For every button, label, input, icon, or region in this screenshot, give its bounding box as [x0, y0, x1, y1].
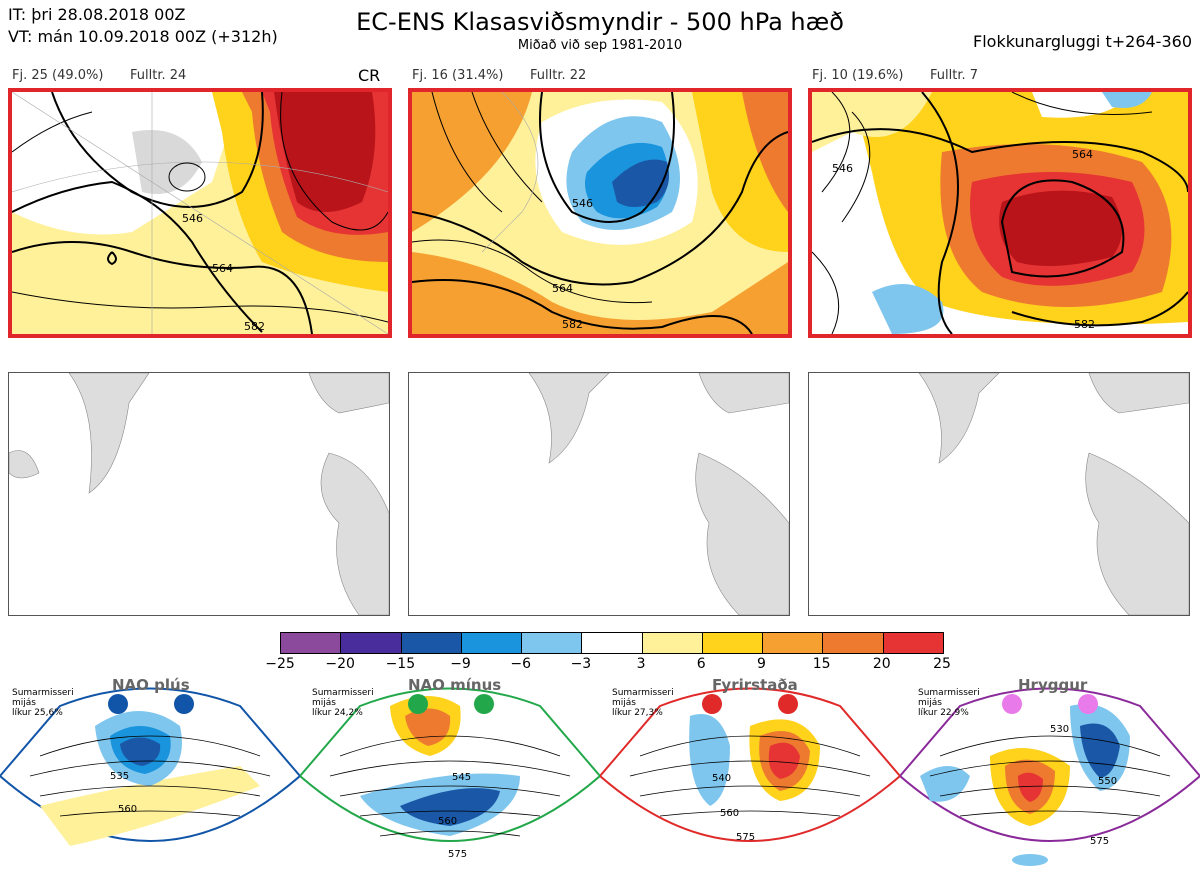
- regime-probability: líkur 24,2%: [312, 708, 363, 718]
- regime-name: Hryggur: [1018, 676, 1088, 694]
- regime-note: mijás: [12, 698, 36, 708]
- cluster-map-1[interactable]: 546 564 582: [8, 88, 392, 338]
- contour-label: 564: [552, 282, 573, 295]
- regime-info: Sumarmisseri mijás líkur 25,6%: [12, 688, 74, 718]
- contour-label: 540: [712, 773, 731, 784]
- blank-map-3: [808, 372, 1190, 616]
- contour-label: 545: [452, 772, 471, 783]
- regime-season: Sumarmisseri: [918, 688, 980, 698]
- regime-probability: líkur 25,6%: [12, 708, 63, 718]
- colorbar-swatch: [702, 633, 764, 653]
- colorbar-swatch: [522, 633, 583, 653]
- page-title: EC-ENS Klasasviðsmyndir - 500 hPa hæð: [356, 8, 844, 36]
- contour-label: 575: [1090, 836, 1109, 847]
- regime-note: mijás: [918, 698, 942, 708]
- blank-map-1: [8, 372, 390, 616]
- classification-window: Flokkunargluggi t+264-360: [973, 32, 1192, 51]
- regime-season: Sumarmisseri: [12, 688, 74, 698]
- contour-label: 546: [572, 197, 593, 210]
- regime-note: mijás: [612, 698, 636, 708]
- cluster-map-3[interactable]: 546 564 582: [808, 88, 1192, 338]
- contour-label: 564: [1072, 148, 1093, 161]
- regime-ridge[interactable]: 530 550 575 Sumarmisseri mijás líkur 22,…: [898, 676, 1200, 871]
- contour-label: 546: [832, 162, 853, 175]
- colorbar-tick-label: −3: [570, 656, 592, 672]
- contour-label: 564: [212, 262, 233, 275]
- contour-label: 582: [562, 318, 583, 331]
- contour-label: 530: [1050, 724, 1069, 735]
- colorbar-swatch: [763, 633, 824, 653]
- colorbar-tick-label: −6: [510, 656, 532, 672]
- contour-label: 575: [448, 849, 467, 860]
- panel-1-tag: CR: [358, 66, 381, 85]
- colorbar-tick-label: 15: [812, 656, 831, 672]
- panel-3-rep: Fulltr. 7: [930, 68, 979, 83]
- colorbar-swatch: [582, 633, 643, 653]
- colorbar-tick-label: −9: [450, 656, 471, 672]
- colorbar-swatch: [401, 633, 462, 653]
- colorbar-swatch: [883, 633, 943, 653]
- regime-info: Sumarmisseri mijás líkur 24,2%: [312, 688, 374, 718]
- colorbar-tick-label: −25: [265, 656, 295, 672]
- panel-1-count: Fj. 25 (49.0%): [12, 68, 104, 83]
- regime-blocking[interactable]: 540 560 575 Sumarmisseri mijás líkur 27,…: [598, 676, 902, 871]
- colorbar-tick-label: 3: [636, 656, 646, 672]
- colorbar-tick-label: 6: [696, 656, 706, 672]
- regime-nao-minus[interactable]: 545 560 575 Sumarmisseri mijás líkur 24,…: [298, 676, 602, 871]
- contour-label: 535: [110, 771, 129, 782]
- colorbar-tick-label: 25: [933, 656, 951, 672]
- panel-1-rep: Fulltr. 24: [130, 68, 187, 83]
- contour-label: 560: [720, 808, 739, 819]
- contour-label: 546: [182, 212, 203, 225]
- regime-probability: líkur 22,9%: [918, 708, 969, 718]
- contour-label: 575: [736, 832, 755, 843]
- regime-info: Sumarmisseri mijás líkur 22,9%: [918, 688, 980, 718]
- contour-label: 582: [1074, 318, 1095, 331]
- colorbar-swatch: [281, 633, 342, 653]
- colorbar-tick-label: −15: [385, 656, 416, 672]
- regime-name: NAO mínus: [408, 676, 502, 694]
- initial-time: IT: þri 28.08.2018 00Z: [8, 5, 186, 24]
- regime-nao-plus[interactable]: 535 560 Sumarmisseri mijás líkur 25,6% N…: [0, 676, 302, 871]
- contour-label: 560: [118, 804, 137, 815]
- colorbar-swatch: [823, 633, 884, 653]
- regime-season: Sumarmisseri: [612, 688, 674, 698]
- contour-label: 582: [244, 320, 265, 333]
- contour-label: 560: [438, 816, 457, 827]
- colorbar-swatch: [341, 633, 402, 653]
- cluster-map-2[interactable]: 546 564 582: [408, 88, 792, 338]
- regime-name: Fyrirstaða: [712, 676, 798, 694]
- colorbar-tick-label: −20: [325, 656, 355, 672]
- valid-time: VT: mán 10.09.2018 00Z (+312h): [8, 27, 278, 46]
- blank-map-2: [408, 372, 790, 616]
- contour-label: 550: [1098, 776, 1117, 787]
- panel-3-count: Fj. 10 (19.6%): [812, 68, 904, 83]
- colorbar-swatch: [642, 633, 703, 653]
- regime-name: NAO plús: [112, 676, 190, 694]
- regime-season: Sumarmisseri: [312, 688, 374, 698]
- regime-probability: líkur 27,3%: [612, 708, 663, 718]
- page-subtitle: Miðað við sep 1981-2010: [517, 38, 683, 53]
- colorbar: [280, 632, 944, 654]
- regime-note: mijás: [312, 698, 336, 708]
- colorbar-swatch: [461, 633, 523, 653]
- colorbar-tick-label: 9: [756, 656, 766, 672]
- header-info: IT: þri 28.08.2018 00Z VT: mán 10.09.201…: [8, 4, 278, 48]
- panel-2-count: Fj. 16 (31.4%): [412, 68, 504, 83]
- colorbar-tick-label: 20: [872, 656, 891, 672]
- regime-info: Sumarmisseri mijás líkur 27,3%: [612, 688, 674, 718]
- panel-2-rep: Fulltr. 22: [530, 68, 587, 83]
